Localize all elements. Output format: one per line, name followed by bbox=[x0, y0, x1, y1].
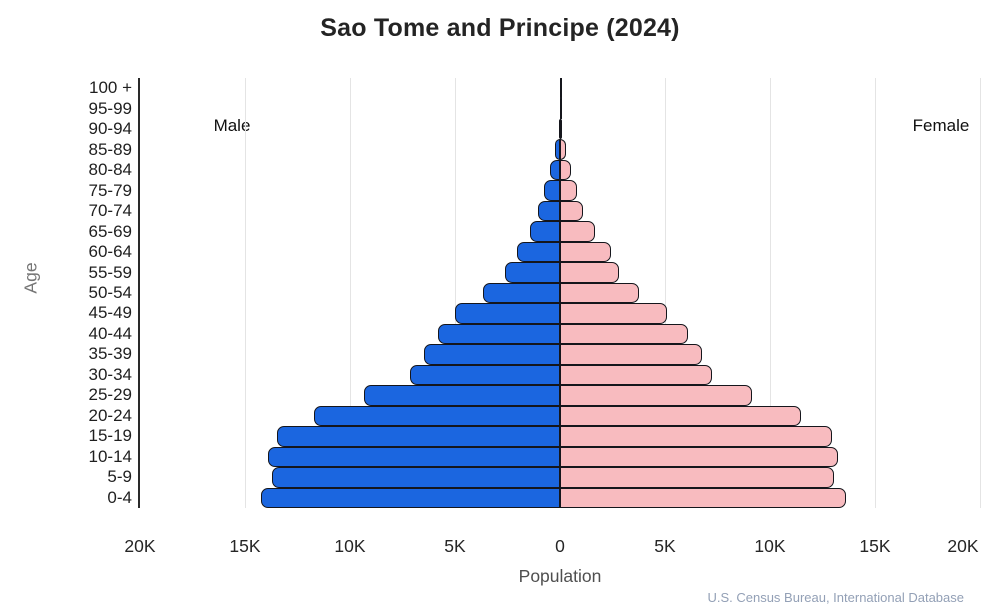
source-attribution: U.S. Census Bureau, International Databa… bbox=[707, 590, 964, 605]
population-tick-4-0: 0 bbox=[555, 536, 565, 556]
bar-female-30-34 bbox=[560, 364, 712, 386]
age-tick-75-79: 75-79 bbox=[88, 180, 132, 200]
bar-male-60-64 bbox=[516, 241, 560, 263]
bar-male-0-4 bbox=[260, 487, 560, 508]
age-tick-20-24: 20-24 bbox=[88, 405, 132, 425]
bar-female-0-4 bbox=[560, 487, 847, 508]
age-tick-50-54: 50-54 bbox=[88, 283, 132, 302]
age-tick-30-34: 30-34 bbox=[88, 364, 132, 384]
bar-male-45-49 bbox=[454, 303, 560, 324]
y-axis-line bbox=[138, 78, 140, 508]
gridline-10K-right bbox=[770, 78, 771, 508]
bar-male-70-74 bbox=[537, 200, 560, 222]
bar-female-65-69 bbox=[560, 221, 595, 242]
bar-male-80-84 bbox=[550, 159, 560, 181]
population-tick-6-10K: 10K bbox=[754, 536, 786, 556]
male-series-label: Male bbox=[213, 116, 251, 135]
bar-female-100+ bbox=[560, 78, 562, 99]
gridline-5K-right bbox=[665, 78, 666, 508]
age-tick-80-84: 80-84 bbox=[88, 160, 132, 180]
bar-male-5-9 bbox=[271, 467, 560, 488]
bar-male-20-24 bbox=[313, 405, 560, 427]
age-tick-90-94: 90-94 bbox=[88, 119, 132, 139]
bar-female-80-84 bbox=[560, 159, 571, 181]
gridline-20K-right bbox=[980, 78, 981, 508]
bar-female-55-59 bbox=[560, 262, 620, 283]
bar-female-85-89 bbox=[560, 139, 566, 160]
population-tick-8-20K: 20K bbox=[947, 536, 979, 556]
bar-male-40-44 bbox=[437, 323, 560, 345]
bar-male-55-59 bbox=[504, 262, 560, 283]
bar-male-65-69 bbox=[530, 221, 560, 242]
population-tick-0-20K: 20K bbox=[124, 536, 156, 556]
population-tick-1-15K: 15K bbox=[229, 536, 261, 556]
bar-female-40-44 bbox=[560, 323, 689, 345]
age-tick-100+: 100 + bbox=[88, 78, 132, 98]
bar-female-5-9 bbox=[560, 467, 835, 488]
bar-male-35-39 bbox=[423, 344, 560, 365]
age-tick-95-99: 95-99 bbox=[88, 98, 132, 118]
bar-female-35-39 bbox=[560, 344, 702, 365]
gridline-15K-left bbox=[245, 78, 246, 508]
age-tick-60-64: 60-64 bbox=[88, 242, 132, 262]
age-tick-5-9: 5-9 bbox=[107, 467, 132, 487]
age-tick-45-49: 45-49 bbox=[88, 303, 132, 323]
bar-male-10-14 bbox=[268, 446, 560, 468]
x-axis-title: Population bbox=[518, 566, 602, 586]
age-tick-0-4: 0-4 bbox=[107, 487, 132, 507]
age-tick-25-29: 25-29 bbox=[88, 385, 132, 405]
bar-female-75-79 bbox=[560, 180, 578, 201]
bar-male-15-19 bbox=[277, 426, 560, 447]
gridline-10K-left bbox=[350, 78, 351, 508]
bar-female-90-94 bbox=[560, 118, 562, 140]
age-tick-35-39: 35-39 bbox=[88, 344, 132, 364]
bar-female-70-74 bbox=[560, 200, 584, 222]
bar-female-60-64 bbox=[560, 241, 611, 263]
age-tick-40-44: 40-44 bbox=[88, 323, 132, 343]
age-tick-55-59: 55-59 bbox=[88, 262, 132, 282]
bar-male-75-79 bbox=[544, 180, 560, 201]
bar-male-50-54 bbox=[482, 282, 560, 304]
population-tick-2-10K: 10K bbox=[334, 536, 366, 556]
bar-female-10-14 bbox=[560, 446, 838, 468]
age-tick-10-14: 10-14 bbox=[88, 446, 132, 466]
age-tick-15-19: 15-19 bbox=[88, 426, 132, 446]
chart-title: Sao Tome and Principe (2024) bbox=[320, 14, 680, 42]
plot-area bbox=[138, 78, 982, 508]
bar-male-85-89 bbox=[555, 139, 560, 160]
population-tick-7-15K: 15K bbox=[859, 536, 891, 556]
gridline-5K-left bbox=[455, 78, 456, 508]
bar-male-30-34 bbox=[410, 364, 560, 386]
bar-female-95-99 bbox=[560, 98, 562, 119]
age-tick-85-89: 85-89 bbox=[88, 139, 132, 159]
bar-male-25-29 bbox=[364, 385, 560, 406]
bar-female-20-24 bbox=[560, 405, 801, 427]
bar-female-50-54 bbox=[560, 282, 639, 304]
female-series-label: Female bbox=[912, 116, 970, 135]
population-tick-3-5K: 5K bbox=[444, 536, 466, 556]
gridline-15K-right bbox=[875, 78, 876, 508]
age-tick-70-74: 70-74 bbox=[88, 201, 132, 221]
bar-female-15-19 bbox=[560, 426, 833, 447]
bar-female-25-29 bbox=[560, 385, 752, 406]
population-tick-5-5K: 5K bbox=[654, 536, 676, 556]
age-tick-65-69: 65-69 bbox=[88, 221, 132, 241]
bar-female-45-49 bbox=[560, 303, 667, 324]
